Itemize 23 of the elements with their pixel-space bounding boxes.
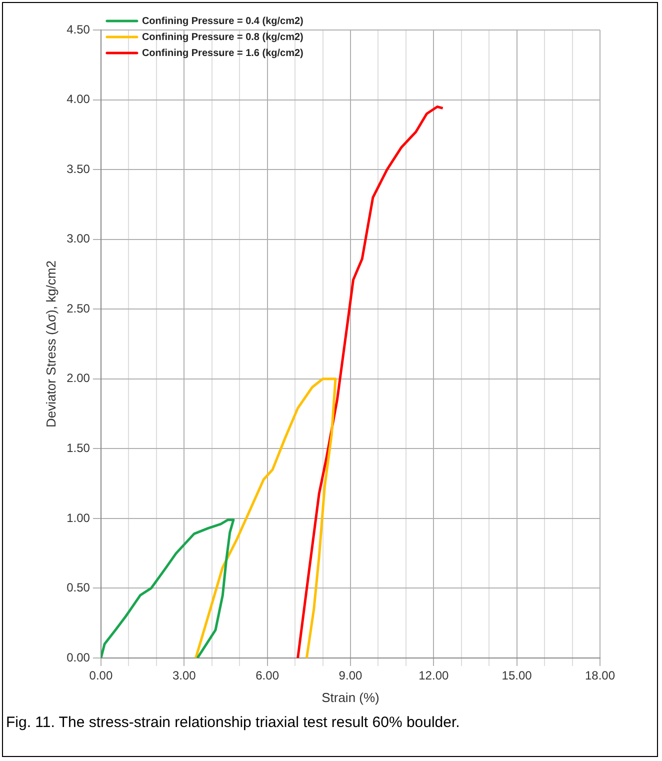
legend-label: Confining Pressure = 0.8 (kg/cm2) [142, 32, 304, 43]
y-tick-label: 4.50 [66, 22, 90, 36]
x-axis-title: Strain (%) [322, 690, 380, 705]
legend-label: Confining Pressure = 1.6 (kg/cm2) [142, 48, 304, 59]
y-tick-label: 2.50 [66, 301, 90, 316]
x-tick-label: 0.00 [89, 668, 113, 683]
y-axis-title: Deviator Stress (Δσ), kg/cm2 [43, 260, 58, 428]
y-tick-label: 3.50 [66, 162, 90, 176]
y-tick-label: 0.00 [66, 650, 90, 664]
y-tick-label: 3.00 [66, 232, 90, 246]
y-tick-label: 4.00 [66, 92, 90, 106]
x-tick-label: 15.00 [502, 668, 532, 683]
x-tick-label: 18.00 [584, 668, 616, 683]
y-tick-label: 2.00 [66, 371, 90, 386]
caption: Fig. 11. The stress-strain relationship triaxial test result 60% boulder. [6, 714, 461, 731]
x-tick-label: 12.00 [418, 668, 449, 683]
x-tick-label: 9.00 [338, 668, 362, 683]
x-tick-label: 3.00 [172, 668, 196, 683]
y-tick-label: 1.00 [66, 510, 90, 525]
y-tick-label: 0.50 [66, 580, 90, 595]
y-tick-label: 1.50 [66, 440, 90, 455]
x-tick-label: 6.00 [256, 668, 280, 683]
legend-label: Confining Pressure = 0.4 (kg/cm2) [142, 16, 304, 27]
